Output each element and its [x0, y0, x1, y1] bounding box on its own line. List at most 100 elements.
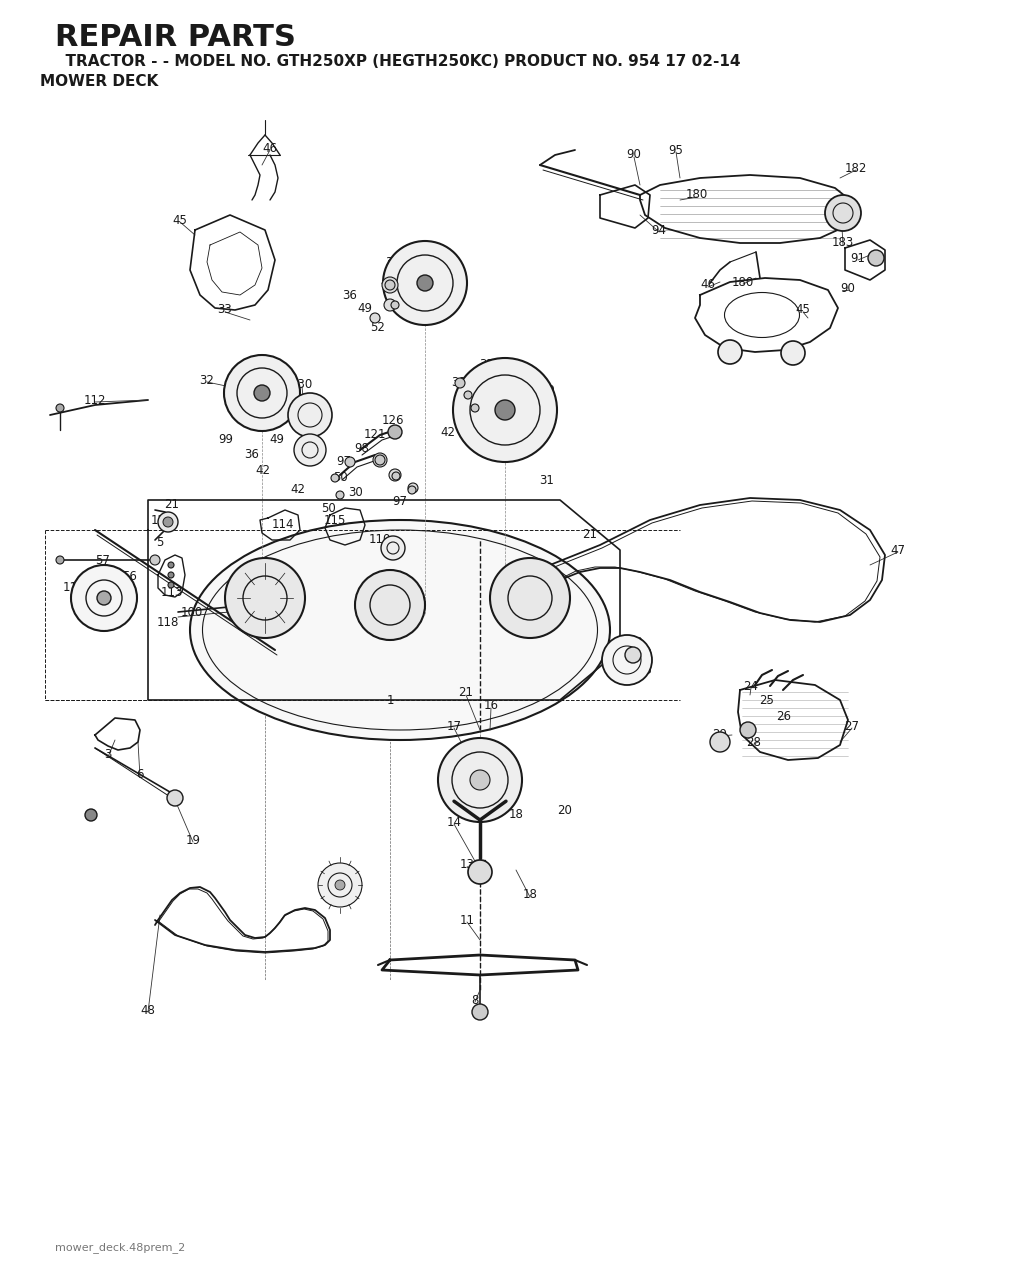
Circle shape [455, 378, 465, 388]
Text: 95: 95 [669, 144, 683, 156]
Circle shape [318, 863, 362, 906]
Text: 36: 36 [343, 290, 357, 303]
Text: 30: 30 [452, 377, 466, 390]
Text: TRACTOR - - MODEL NO. GTH250XP (HEGTH250KC) PRODUCT NO. 954 17 02-14: TRACTOR - - MODEL NO. GTH250XP (HEGTH250… [55, 55, 740, 69]
Text: 25: 25 [760, 694, 774, 706]
Text: 5: 5 [157, 536, 164, 550]
Text: 16: 16 [483, 700, 499, 713]
Text: 56: 56 [123, 570, 137, 583]
Circle shape [382, 277, 398, 294]
Text: 126: 126 [382, 414, 404, 427]
Circle shape [384, 299, 396, 312]
Text: 49: 49 [381, 277, 395, 290]
Circle shape [868, 250, 884, 265]
Text: 183: 183 [831, 236, 854, 250]
Text: 121: 121 [364, 428, 386, 441]
Text: REPAIR PARTS: REPAIR PARTS [55, 23, 296, 53]
Text: 43: 43 [317, 414, 333, 427]
Text: 49: 49 [269, 433, 285, 446]
Text: 91: 91 [851, 251, 865, 264]
Text: 30: 30 [348, 486, 364, 500]
Text: 24: 24 [743, 679, 759, 692]
Text: 122: 122 [151, 514, 173, 527]
Circle shape [373, 453, 387, 467]
Text: 36: 36 [245, 449, 259, 462]
Text: 112: 112 [84, 394, 106, 406]
Text: 115: 115 [324, 514, 346, 527]
Text: 31: 31 [540, 473, 554, 486]
Circle shape [56, 404, 63, 412]
Circle shape [383, 241, 467, 326]
Text: 98: 98 [354, 441, 370, 455]
Text: 48: 48 [140, 1004, 156, 1017]
Circle shape [331, 474, 339, 482]
Circle shape [163, 517, 173, 527]
Text: 31: 31 [240, 409, 254, 422]
Circle shape [470, 770, 490, 790]
Circle shape [781, 341, 805, 365]
Text: 32: 32 [200, 373, 214, 386]
Text: 180: 180 [686, 188, 709, 201]
Text: 27: 27 [845, 719, 859, 732]
Text: 52: 52 [371, 322, 385, 335]
Circle shape [740, 722, 756, 738]
Circle shape [718, 340, 742, 364]
Text: 18: 18 [509, 809, 523, 822]
Circle shape [472, 1004, 488, 1020]
Text: 6: 6 [136, 768, 143, 782]
Text: 14: 14 [446, 815, 462, 828]
Text: 26: 26 [776, 710, 792, 723]
Circle shape [168, 582, 174, 588]
Circle shape [158, 512, 178, 532]
Text: 30: 30 [492, 374, 507, 387]
Circle shape [417, 276, 433, 291]
Circle shape [602, 635, 652, 685]
Circle shape [392, 472, 400, 479]
Text: 97: 97 [392, 496, 408, 509]
Text: 116: 116 [62, 581, 85, 594]
Text: 46: 46 [700, 278, 716, 291]
Circle shape [225, 558, 305, 638]
Text: 47: 47 [891, 544, 905, 556]
Text: 17: 17 [446, 719, 462, 732]
Text: 37: 37 [423, 249, 437, 262]
Circle shape [168, 562, 174, 568]
Text: 90: 90 [841, 282, 855, 295]
Circle shape [471, 404, 479, 412]
Circle shape [370, 313, 380, 323]
Circle shape [56, 556, 63, 564]
Circle shape [453, 358, 557, 462]
Text: 8: 8 [471, 994, 478, 1006]
Text: 180: 180 [732, 276, 754, 288]
Text: 50: 50 [321, 501, 336, 514]
Text: 110: 110 [369, 533, 391, 546]
Text: 184: 184 [237, 586, 259, 600]
Text: 33: 33 [218, 304, 232, 317]
Circle shape [336, 491, 344, 499]
Circle shape [167, 790, 183, 806]
Circle shape [389, 469, 401, 481]
Text: 36: 36 [386, 256, 400, 269]
Text: 3: 3 [104, 749, 112, 762]
Text: 29: 29 [713, 727, 727, 741]
Circle shape [408, 486, 416, 494]
Circle shape [168, 572, 174, 578]
Text: 21: 21 [459, 686, 473, 700]
Text: 117: 117 [96, 577, 118, 590]
Text: 1: 1 [386, 694, 394, 706]
Circle shape [288, 394, 332, 437]
Text: 90: 90 [627, 149, 641, 162]
Text: 46: 46 [262, 141, 278, 155]
Text: 11: 11 [460, 914, 474, 927]
Text: 50: 50 [333, 472, 347, 485]
Text: 49: 49 [464, 394, 478, 406]
Text: 57: 57 [95, 554, 111, 567]
Text: mower_deck.48prem_2: mower_deck.48prem_2 [55, 1242, 185, 1254]
Circle shape [71, 565, 137, 631]
Circle shape [625, 647, 641, 663]
Circle shape [408, 483, 418, 494]
Text: 28: 28 [746, 736, 762, 749]
Text: 18: 18 [522, 888, 538, 901]
Text: 99: 99 [218, 433, 233, 446]
Circle shape [150, 555, 160, 565]
